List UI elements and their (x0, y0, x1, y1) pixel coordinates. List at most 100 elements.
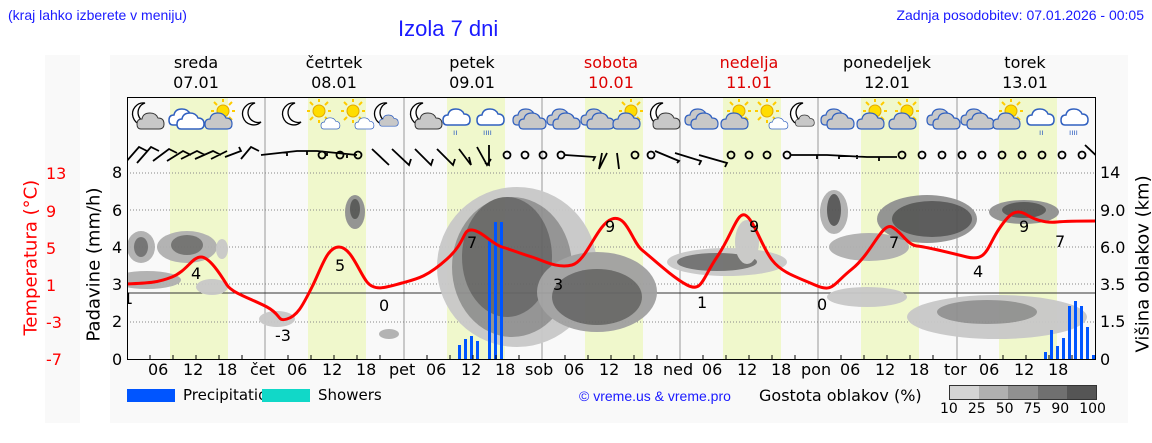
x-tick: sob (525, 360, 554, 379)
svg-text:5: 5 (335, 256, 345, 275)
svg-text:7: 7 (1055, 232, 1065, 251)
svg-text:9: 9 (605, 217, 615, 236)
svg-text:1: 1 (697, 293, 707, 312)
credit-link[interactable]: © vreme.us & vreme.pro (579, 388, 731, 404)
precip-tick: 8 (112, 163, 123, 182)
temperature-axis-panel (45, 55, 80, 423)
x-tick: 12 (875, 360, 896, 379)
x-tick: 06 (840, 360, 861, 379)
cloud-height-axis-title: Višina oblakov (km) (1132, 175, 1152, 353)
showers-legend-label: Showers (318, 386, 382, 404)
cloud-tick: 0 (1100, 350, 1111, 369)
x-tick: tor (944, 360, 967, 379)
temp-tick: 1 (46, 276, 57, 295)
cloud-density-ticks: 10 25 50 75 90 100 (940, 401, 1106, 417)
x-tick: 06 (426, 360, 447, 379)
x-tick: 12 (322, 360, 343, 379)
x-tick: 12 (599, 360, 620, 379)
x-tick: 18 (771, 360, 792, 379)
wind-barbs (127, 144, 1096, 170)
x-tick: 06 (564, 360, 585, 379)
x-tick: 12 (183, 360, 204, 379)
cloud-tick: 3.5 (1100, 275, 1126, 294)
cloud-tick: 1.5 (1100, 312, 1126, 331)
precip-tick: 2 (112, 312, 123, 331)
day-label-wednesday: sreda 07.01 (173, 53, 219, 92)
precipitation-swatch (127, 389, 175, 402)
day-label-sunday: nedelja 11.01 (719, 53, 779, 92)
day-label-tuesday: torek 13.01 (1002, 53, 1048, 92)
x-tick: 06 (287, 360, 308, 379)
precip-tick: 6 (112, 201, 123, 220)
x-tick: 06 (702, 360, 723, 379)
svg-text:ıııı: ıııı (483, 128, 492, 137)
cloud-tick: 9.0 (1100, 201, 1126, 220)
x-tick: ned (663, 360, 694, 379)
density-tick: 25 (967, 401, 986, 417)
cloud-density-title: Gostota oblakov (%) (759, 386, 922, 405)
density-25-50 (979, 386, 1009, 399)
density-75-90 (1037, 386, 1067, 399)
density-tick: 90 (1051, 401, 1070, 417)
svg-text:-3: -3 (275, 326, 291, 345)
x-tick: pon (801, 360, 832, 379)
density-10-25 (950, 386, 980, 399)
x-tick: pet (389, 360, 416, 379)
temperature-axis-title: Temperatura (°C) (20, 179, 42, 336)
temp-tick: -3 (46, 313, 62, 332)
x-tick: 18 (356, 360, 377, 379)
day-label-monday: ponedeljek 12.01 (843, 53, 931, 92)
svg-text:9: 9 (749, 217, 759, 236)
day-label-saturday: sobota 10.01 (583, 53, 639, 92)
x-tick: 18 (633, 360, 654, 379)
density-tick: 100 (1079, 401, 1106, 417)
day-label-friday: petek 09.01 (449, 53, 495, 92)
page-title: Izola 7 dni (398, 16, 499, 41)
cloud-tick: 6.0 (1100, 238, 1126, 257)
temperature-line (127, 210, 1096, 322)
region-hint: (kraj lahko izberete v meniju) (8, 7, 187, 23)
temp-annotations: 4 1 -3 5 0 7 3 9 1 9 0 7 4 9 7 (127, 217, 1065, 345)
svg-text:0: 0 (379, 296, 389, 315)
x-tick: 18 (495, 360, 516, 379)
density-50-75 (1008, 386, 1038, 399)
density-90-100 (1066, 386, 1097, 399)
cloud-density-scale (949, 385, 1097, 400)
svg-text:0: 0 (817, 295, 827, 314)
precipitation-legend-label: Precipitation (183, 386, 277, 404)
svg-text:3: 3 (553, 275, 563, 294)
svg-text:ıııı: ıııı (1069, 128, 1078, 137)
x-tick: 18 (1048, 360, 1069, 379)
precip-tick: 0 (112, 350, 123, 369)
x-tick: 06 (979, 360, 1000, 379)
precipitation-bars (458, 222, 1095, 360)
day-label-thursday: četrtek 08.01 (305, 53, 363, 92)
x-tick: 12 (461, 360, 482, 379)
temp-tick: 13 (46, 164, 67, 183)
x-tick: 06 (148, 360, 169, 379)
x-tick: 18 (217, 360, 238, 379)
precip-tick: 3 (112, 275, 123, 294)
x-tick: 12 (1014, 360, 1035, 379)
svg-text:7: 7 (467, 233, 477, 252)
density-tick: 75 (1023, 401, 1042, 417)
density-tick: 10 (940, 401, 958, 417)
showers-swatch (262, 389, 310, 402)
svg-text:ıı: ıı (1039, 128, 1043, 137)
svg-text:4: 4 (191, 264, 201, 283)
last-update: Zadnja posodobitev: 07.01.2026 - 00:05 (896, 7, 1144, 23)
svg-text:ıı: ıı (453, 128, 457, 137)
svg-text:9: 9 (1019, 217, 1029, 236)
cloud-density (127, 187, 1087, 347)
x-tick: 12 (737, 360, 758, 379)
weather-icons: ıı ıııı ıı ıııı (131, 98, 1089, 137)
x-axis-labels: 06 12 18 čet 06 12 18 pet 06 12 18 sob 0… (127, 360, 1096, 382)
precipitation-axis-title: Padavine (mm/h) (83, 187, 105, 342)
svg-text:1: 1 (127, 289, 133, 308)
temp-tick: 9 (46, 202, 57, 221)
precip-tick: 4 (112, 238, 123, 257)
svg-text:7: 7 (889, 233, 899, 252)
temp-tick: 5 (46, 239, 57, 258)
x-tick: čet (250, 360, 275, 379)
temp-tick: -7 (46, 350, 62, 369)
